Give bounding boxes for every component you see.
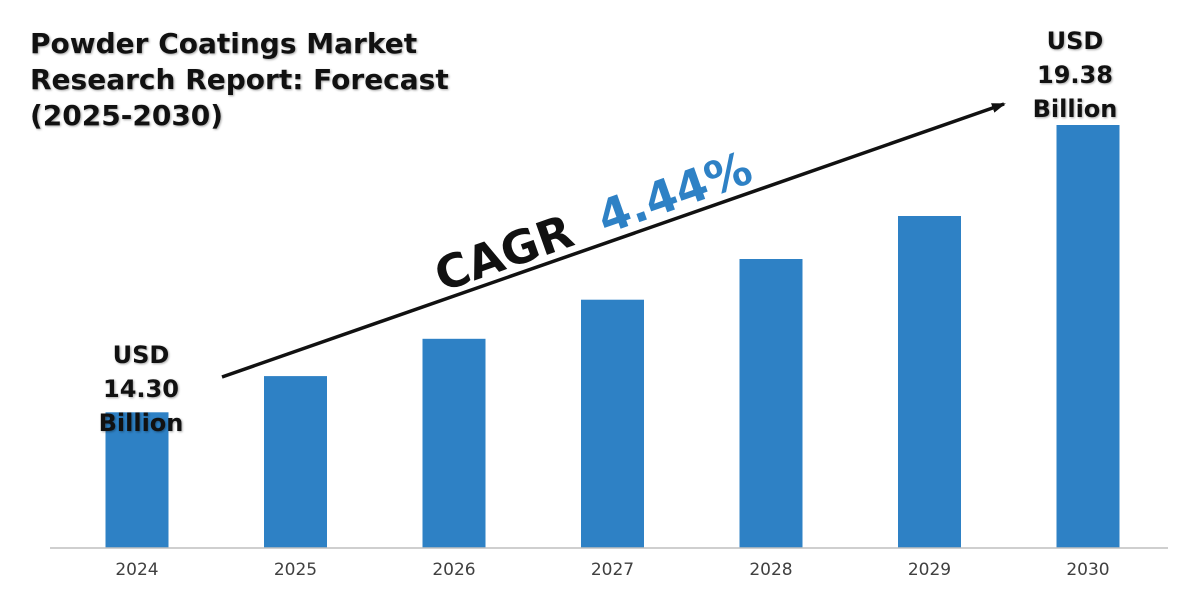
end-value-annotation: USD 19.38 Billion [1020, 24, 1130, 126]
bar-2029 [898, 216, 961, 548]
cagr-annotation: CAGR 4.44% [428, 141, 759, 303]
end-value-unit: Billion [1032, 95, 1118, 123]
bar-2025 [264, 376, 327, 548]
x-tick-labels: 2024 2025 2026 2027 2028 2029 2030 [115, 560, 1109, 580]
bar-2026 [422, 338, 486, 548]
title-line-1: Powder Coatings Market [30, 27, 418, 60]
x-tick-label-2028: 2028 [749, 560, 792, 580]
bar-2024 [105, 412, 169, 548]
title-line-2: Research Report: Forecast [30, 63, 449, 96]
title-line-3: (2025-2030) [30, 99, 224, 132]
bar-2030 [1056, 125, 1120, 548]
chart-title: Powder Coatings Market Research Report: … [30, 26, 500, 134]
start-value-currency: USD [112, 341, 170, 369]
start-value-annotation: USD 14.30 Billion [86, 338, 196, 440]
x-tick-label-2030: 2030 [1066, 560, 1109, 580]
x-tick-label-2027: 2027 [591, 560, 634, 580]
x-tick-label-2025: 2025 [274, 560, 317, 580]
bar-2028 [739, 259, 803, 548]
end-value-amount: 19.38 [1037, 61, 1113, 89]
cagr-value: 4.44% [590, 141, 758, 245]
x-tick-label-2029: 2029 [908, 560, 951, 580]
cagr-label: CAGR [428, 204, 580, 302]
start-value-amount: 14.30 [103, 375, 179, 403]
start-value-unit: Billion [98, 409, 184, 437]
bars-group [105, 125, 1120, 548]
bar-2027 [581, 299, 644, 548]
cagr-trend-arrow [221, 102, 1006, 379]
end-value-currency: USD [1046, 27, 1104, 55]
x-tick-label-2024: 2024 [115, 560, 158, 580]
x-tick-label-2026: 2026 [432, 560, 475, 580]
